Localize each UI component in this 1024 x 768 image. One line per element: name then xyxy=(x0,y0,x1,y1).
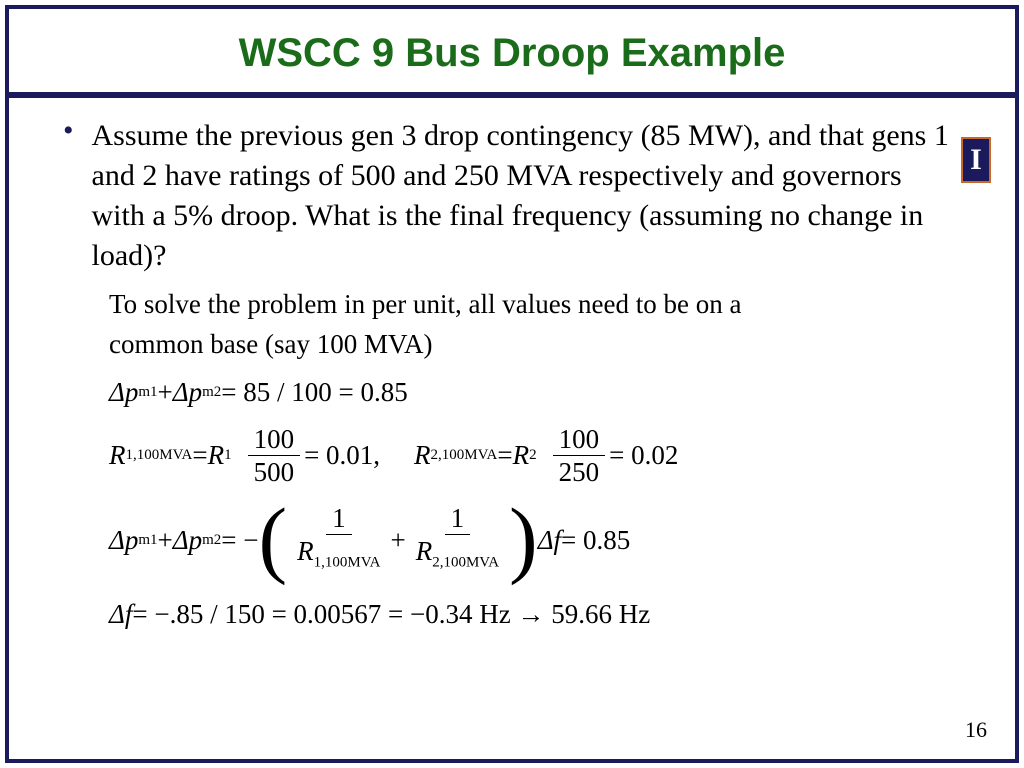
solve-intro-line1: To solve the problem in per unit, all va… xyxy=(109,284,955,324)
slide-content: • Assume the previous gen 3 drop conting… xyxy=(9,98,1015,638)
solve-intro-line2: common base (say 100 MVA) xyxy=(109,324,955,364)
slide-frame: WSCC 9 Bus Droop Example I • Assume the … xyxy=(5,5,1019,763)
bullet-text: Assume the previous gen 3 drop contingen… xyxy=(92,116,955,276)
slide-title: WSCC 9 Bus Droop Example xyxy=(9,9,1015,92)
page-number: 16 xyxy=(965,717,987,743)
right-paren-icon: ) xyxy=(509,503,538,573)
illinois-logo-icon: I xyxy=(961,137,991,183)
math-block: Δpm1 + Δpm2 = 85 / 100 = 0.85 R1,100MVA … xyxy=(109,368,955,638)
bullet-item: • Assume the previous gen 3 drop conting… xyxy=(69,116,955,276)
bullet-dot-icon: • xyxy=(63,116,74,146)
logo-letter: I xyxy=(970,143,982,177)
equation-4: Δf = −.85 / 150 = 0.00567 = −0.34 Hz → 5… xyxy=(109,590,955,638)
left-paren-icon: ( xyxy=(259,503,288,573)
equation-1: Δpm1 + Δpm2 = 85 / 100 = 0.85 xyxy=(109,368,955,416)
equation-3: Δpm1 + Δpm2 = − ( 1 R1,100MVA + 1 R2,100… xyxy=(109,494,955,586)
equation-2: R1,100MVA = R1 100 500 = 0.01, R2,100MVA… xyxy=(109,420,955,490)
